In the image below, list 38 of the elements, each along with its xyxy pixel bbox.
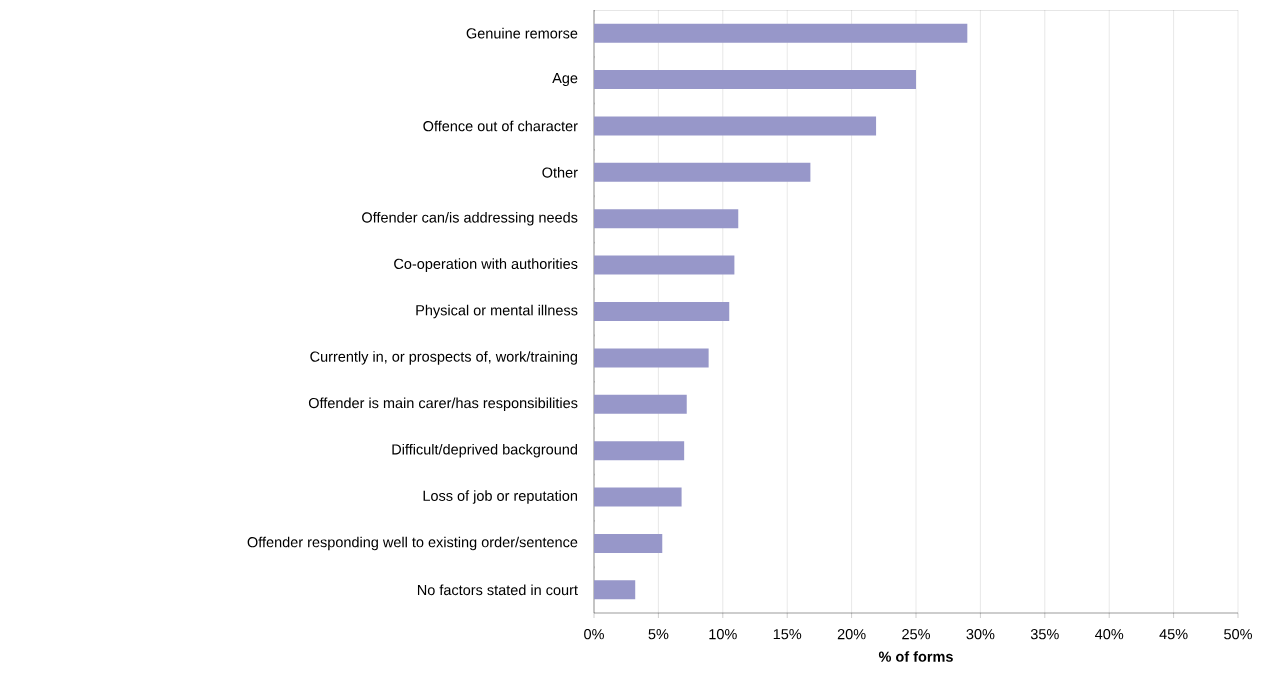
x-tick-label: 0% [584, 629, 604, 640]
bar [594, 209, 739, 229]
x-tick-label: 20% [837, 629, 866, 640]
bar [594, 348, 709, 368]
y-tick-label: Difficult/deprived background [392, 443, 577, 458]
bar [594, 302, 730, 322]
y-tick-label: Offender responding well to existing order/sentence [247, 536, 578, 551]
bar [594, 162, 811, 182]
bar [594, 487, 682, 507]
bar [594, 70, 916, 90]
x-tick-label: 15% [773, 629, 802, 640]
bar [594, 580, 636, 600]
bar [594, 116, 877, 136]
y-tick-label: Physical or mental illness [416, 304, 578, 319]
x-tick-label: 50% [1224, 629, 1253, 640]
x-tick-label: 40% [1095, 629, 1124, 640]
x-tick-label: 30% [966, 629, 995, 640]
y-tick-label: Co-operation with authorities [394, 258, 578, 272]
y-tick-label: No factors stated in court [417, 584, 578, 596]
x-tick-label: 45% [1159, 629, 1188, 640]
y-tick-label: Age [552, 73, 578, 87]
y-tick-label: Offender can/is addressing needs [362, 211, 578, 226]
x-tick-label: 35% [1030, 629, 1059, 640]
x-tick-label: 25% [902, 629, 931, 640]
y-tick-label: Currently in, or prospects of, work/training [310, 351, 578, 365]
bar [594, 441, 685, 461]
bar [594, 23, 968, 43]
y-tick-label: Other [542, 167, 578, 178]
bar [594, 255, 735, 275]
y-tick-label: Loss of job or reputation [423, 490, 577, 504]
bar [594, 533, 663, 553]
x-tick-label: 10% [709, 629, 737, 640]
x-tick-label: 5% [648, 629, 669, 640]
y-tick-label: Offender is main carer/has responsibilities [308, 397, 578, 412]
y-tick-label: Offence out of character [423, 120, 578, 132]
bar [594, 394, 687, 414]
y-tick-label: Genuine remorse [466, 27, 578, 39]
x-axis-title: % of forms [878, 651, 953, 662]
